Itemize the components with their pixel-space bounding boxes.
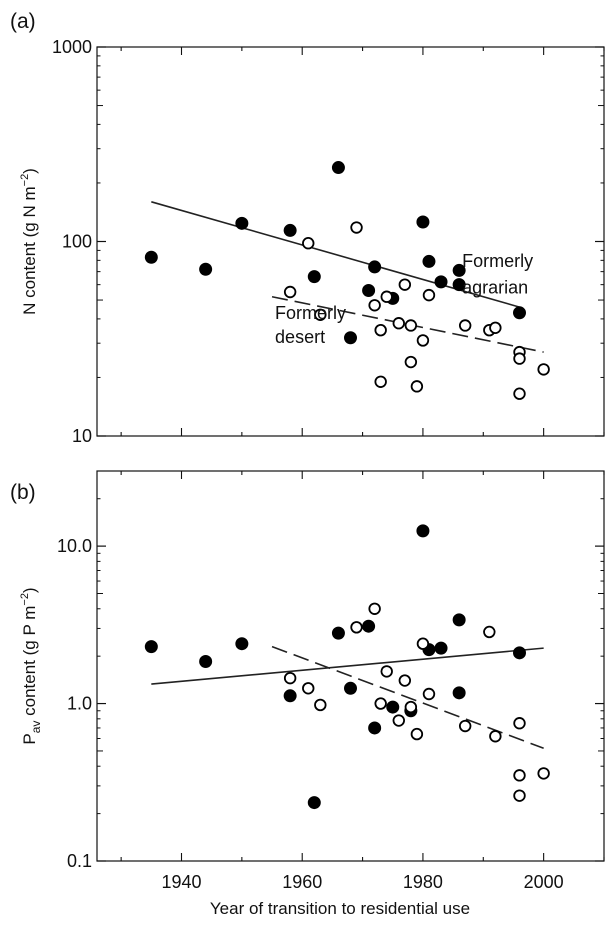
filled-point [283, 223, 297, 237]
open-point [404, 700, 418, 714]
open-point [458, 719, 472, 733]
filled-point [307, 270, 321, 284]
open-point [513, 769, 526, 782]
trend-line-solid [151, 647, 544, 685]
open-point [513, 352, 526, 365]
panel-label: (b) [10, 481, 36, 504]
open-point [410, 380, 424, 393]
open-point [513, 387, 526, 400]
filled-point [331, 161, 345, 175]
filled-point [307, 796, 321, 810]
open-point [350, 221, 363, 234]
panel-b: (b) 0.1 1.0 10.0 1940 1960 1980 2000 Pav content… [10, 470, 605, 892]
filled-point [331, 626, 345, 640]
open-point [380, 290, 393, 303]
open-point [368, 602, 381, 615]
y-tick-label: 10 [72, 426, 92, 446]
filled-point [235, 637, 249, 651]
filled-point [452, 278, 466, 292]
open-point [513, 789, 526, 802]
open-point [314, 308, 327, 321]
y-tick-label: 0.1 [67, 851, 92, 871]
open-point [458, 319, 472, 332]
plot-frame [96, 470, 605, 862]
open-point [537, 767, 550, 780]
annotation-label: Formerly [462, 251, 533, 271]
filled-point [368, 260, 382, 274]
open-point [513, 717, 526, 730]
y-axis-title: N content (g N m−2) [19, 168, 39, 315]
open-point [422, 687, 436, 701]
trend-line-dashed [271, 645, 544, 750]
filled-point [452, 613, 466, 627]
open-point [368, 299, 381, 312]
filled-point [368, 721, 382, 735]
filled-point [434, 275, 448, 289]
open-point [314, 698, 327, 712]
x-tick-label: 1940 [161, 872, 201, 892]
open-point [398, 674, 412, 687]
filled-point [416, 215, 430, 229]
open-point [416, 334, 430, 347]
open-point [392, 317, 405, 330]
open-point [537, 363, 550, 376]
open-point [302, 682, 315, 695]
open-point [404, 319, 418, 332]
open-point [374, 323, 387, 337]
y-tick-label: 1.0 [67, 694, 92, 714]
x-tick-label: 1960 [282, 872, 322, 892]
filled-point [416, 524, 430, 538]
open-point [374, 697, 387, 710]
filled-point [422, 254, 436, 268]
filled-point [452, 263, 466, 277]
filled-point [513, 306, 526, 320]
filled-point [144, 250, 158, 264]
open-point [422, 288, 436, 302]
x-tick-label: 2000 [524, 872, 564, 892]
open-point [392, 714, 405, 727]
panel-a: (a) 10 100 1000 N content (g N m−2) Formerly a… [10, 10, 605, 446]
y-tick-label: 1000 [52, 37, 92, 57]
filled-point [344, 681, 357, 695]
annotation-label: Formerly [275, 303, 346, 323]
open-point [374, 375, 387, 388]
filled-point [344, 331, 357, 345]
filled-point [513, 646, 526, 660]
x-tick-label: 1980 [403, 872, 443, 892]
filled-point [235, 216, 249, 230]
filled-point [144, 640, 158, 654]
y-axis-title: Pav content (g P m−2) [19, 587, 43, 744]
filled-point [283, 689, 297, 703]
filled-point [199, 262, 213, 276]
open-point [283, 671, 297, 685]
annotation-label: desert [275, 327, 325, 347]
open-point [489, 730, 502, 743]
annotation-label: agrarian [462, 278, 528, 298]
filled-point [199, 654, 213, 668]
open-point [380, 665, 393, 678]
y-tick-label: 100 [62, 232, 92, 252]
open-point [416, 637, 430, 650]
filled-point [386, 700, 400, 714]
filled-point [362, 619, 376, 633]
open-point [283, 285, 297, 299]
plot-frame [96, 46, 605, 437]
open-point [404, 355, 418, 369]
open-point [489, 321, 502, 334]
y-tick-label: 10.0 [57, 536, 92, 556]
open-point [350, 621, 363, 634]
open-point [302, 237, 315, 250]
filled-point [452, 686, 466, 700]
filled-point [362, 283, 376, 297]
x-axis-title: Year of transition to residential use [210, 899, 470, 918]
open-point [483, 625, 496, 639]
open-point [410, 727, 424, 741]
panel-label: (a) [10, 10, 36, 33]
filled-point [434, 641, 448, 655]
open-point [398, 278, 412, 291]
